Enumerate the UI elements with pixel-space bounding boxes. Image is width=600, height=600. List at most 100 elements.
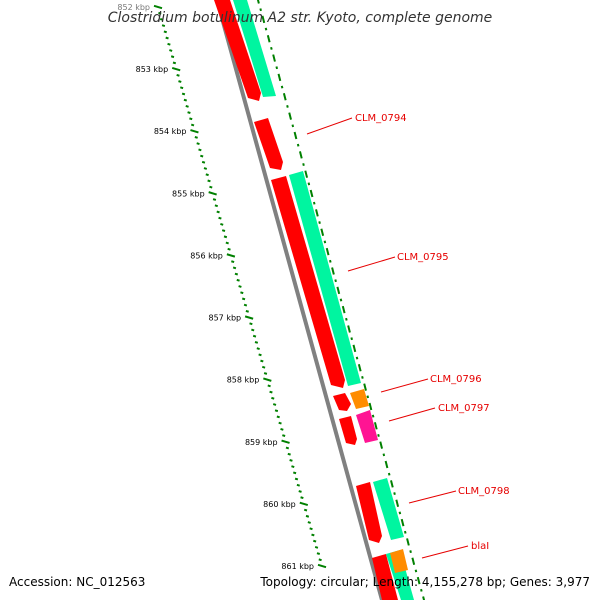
outer-track-tick <box>331 267 335 275</box>
ruler-minor-tick <box>307 521 311 524</box>
ruler-minor-tick <box>181 92 186 96</box>
ruler-minor-tick <box>316 552 321 555</box>
outer-track-tick <box>379 441 384 449</box>
ruler-major-tick <box>244 315 254 320</box>
ruler-minor-tick <box>178 80 182 83</box>
leader-line <box>380 378 429 393</box>
ruler-minor-tick <box>249 322 253 326</box>
gene-label-blai[interactable]: blaI <box>471 541 489 552</box>
cds-feature[interactable] <box>271 176 345 388</box>
ruler-minor-tick <box>159 18 164 21</box>
gene-label-clm-0798[interactable]: CLM_0798 <box>458 486 510 497</box>
outer-track-tick <box>264 27 268 31</box>
outer-track-tick <box>352 344 357 353</box>
leader-line <box>388 407 436 422</box>
ruler-minor-tick <box>278 421 282 425</box>
outer-track-tick <box>277 73 282 82</box>
ruler-minor-tick <box>170 55 175 59</box>
ruler-minor-tick <box>294 477 299 481</box>
outer-track-tick <box>371 414 375 418</box>
outer-track-tick <box>270 46 273 50</box>
ruler-minor-tick <box>240 291 244 295</box>
outer-track-tick <box>256 0 260 4</box>
leader-line <box>421 545 469 559</box>
outer-track-tick <box>384 460 389 469</box>
cds-feature[interactable] <box>339 416 357 445</box>
outer-track-tick <box>414 569 418 573</box>
outer-track-tick <box>318 221 321 225</box>
ruler-minor-tick <box>234 272 239 276</box>
ruler-minor-tick <box>263 372 268 375</box>
outer-track-tick <box>259 8 262 12</box>
outer-track-tick <box>368 402 373 411</box>
ruler-minor-tick <box>190 123 195 127</box>
cds-feature[interactable] <box>356 482 382 543</box>
ruler-major-tick <box>299 501 309 507</box>
outer-track-tick <box>409 550 412 554</box>
rna-feature[interactable] <box>390 549 408 573</box>
ruler-major-tick <box>190 129 199 134</box>
ruler-minor-tick <box>232 266 237 270</box>
ruler-major-tick <box>171 66 181 72</box>
outer-track-tick <box>345 317 348 321</box>
ruler-minor-tick <box>227 247 231 251</box>
outer-track-tick <box>302 163 305 166</box>
features <box>214 0 414 600</box>
ruler-label: 852 kbp <box>117 3 150 12</box>
ruler-minor-tick <box>218 216 222 220</box>
outer-track-tick <box>406 538 410 546</box>
ruler-minor-tick <box>291 465 295 469</box>
ruler-minor-tick <box>205 173 209 177</box>
ruler-major-tick <box>263 377 272 382</box>
ruler-minor-tick <box>309 527 313 531</box>
ruler-minor-tick <box>311 533 315 537</box>
outer-track-tick <box>420 588 423 592</box>
gene-feature[interactable] <box>233 0 276 97</box>
ruler-minor-tick <box>225 241 229 245</box>
ruler-minor-tick <box>271 396 275 400</box>
ruler-minor-tick <box>274 409 279 413</box>
ruler-minor-tick <box>292 471 297 475</box>
ruler-label: 860 kbp <box>263 500 296 509</box>
ruler-minor-tick <box>245 309 249 313</box>
ruler-minor-tick <box>214 204 218 208</box>
ruler-minor-tick <box>318 558 322 562</box>
leader-line <box>347 256 396 272</box>
ruler-label: 861 kbp <box>281 562 314 571</box>
outer-track-tick <box>323 240 327 244</box>
outer-track-tick <box>315 209 319 217</box>
outer-track-tick <box>355 356 359 360</box>
ruler-minor-tick <box>189 117 193 121</box>
gene-label-clm-0794[interactable]: CLM_0794 <box>355 113 407 124</box>
gene-label-clm-0795[interactable]: CLM_0795 <box>397 252 449 263</box>
gene-feature[interactable] <box>289 171 361 386</box>
gene-label-clm-0796[interactable]: CLM_0796 <box>430 374 482 385</box>
ruler-minor-tick <box>196 142 200 146</box>
ruler-minor-tick <box>269 390 273 394</box>
gene-feature[interactable] <box>373 478 404 540</box>
misc-feature[interactable] <box>356 410 378 443</box>
gene-label-clm-0797[interactable]: CLM_0797 <box>438 403 490 414</box>
cds-feature[interactable] <box>214 0 261 101</box>
ruler-minor-tick <box>267 384 271 388</box>
outer-track-tick <box>296 143 300 147</box>
outer-track-tick <box>395 499 400 507</box>
ruler-minor-tick <box>203 167 208 170</box>
ruler-major-tick <box>208 191 217 196</box>
ruler-minor-tick <box>287 452 291 456</box>
outer-track-tick <box>361 375 364 379</box>
ruler-minor-tick <box>298 490 302 493</box>
ruler-minor-tick <box>282 434 286 437</box>
ruler-minor-tick <box>194 136 198 139</box>
ruler-minor-tick <box>158 11 162 15</box>
rna-feature[interactable] <box>350 389 369 409</box>
genome-backbone <box>215 0 384 600</box>
ruler-minor-tick <box>252 334 257 338</box>
ruler-major-tick <box>317 563 327 569</box>
cds-feature[interactable] <box>254 118 283 170</box>
cds-feature[interactable] <box>372 554 398 600</box>
cds-feature[interactable] <box>333 393 351 411</box>
outer-track-tick <box>298 151 303 159</box>
map-title: Clostridium botulinum A2 str. Kyoto, com… <box>108 10 493 26</box>
outer-track-tick <box>398 511 402 515</box>
